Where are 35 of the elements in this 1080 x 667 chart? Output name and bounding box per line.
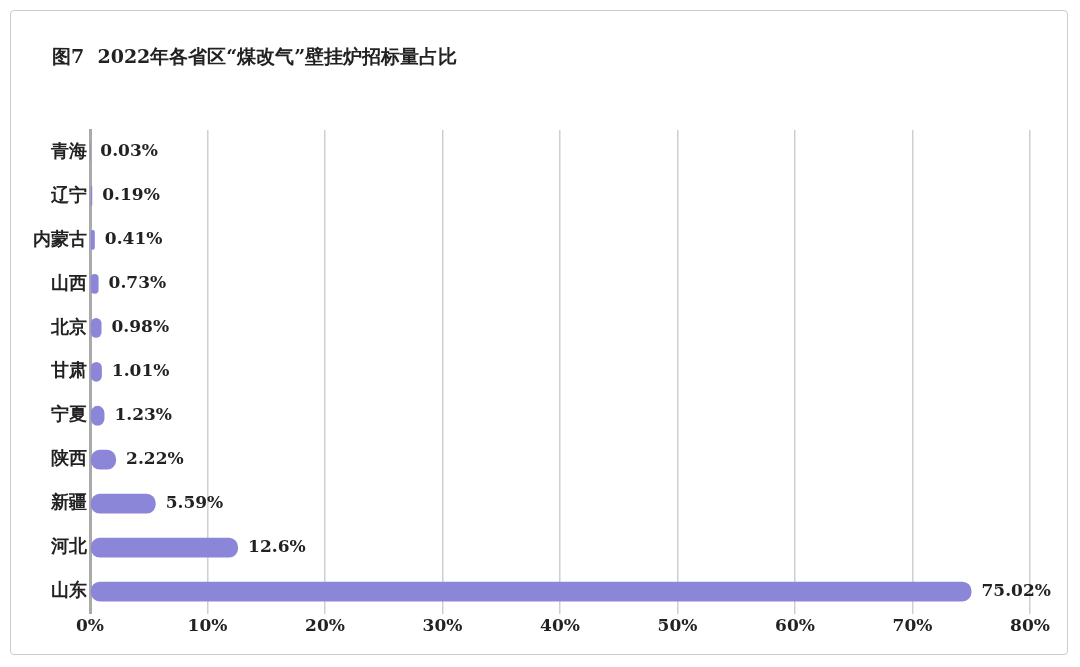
y-tick-label: 陕西 xyxy=(51,447,87,469)
y-tick-label: 河北 xyxy=(50,535,88,557)
data-label: 2.22% xyxy=(126,448,184,469)
data-label: 75.02% xyxy=(981,580,1051,601)
x-tick-label: 20% xyxy=(305,615,345,636)
bar xyxy=(90,493,156,514)
x-tick-label: 60% xyxy=(775,615,815,636)
x-tick-label: 40% xyxy=(540,615,580,636)
x-tick-label: 70% xyxy=(892,615,933,636)
y-tick-label: 青海 xyxy=(50,139,87,161)
data-label: 0.98% xyxy=(111,316,170,337)
data-label: 5.59% xyxy=(165,492,224,513)
bar xyxy=(90,581,972,602)
y-tick-label: 辽宁 xyxy=(50,183,87,205)
bar xyxy=(90,537,239,558)
x-tick-label: 50% xyxy=(657,615,698,636)
y-tick-label: 山西 xyxy=(51,271,87,293)
y-tick-label: 内蒙古 xyxy=(33,227,87,249)
data-label: 0.03% xyxy=(100,140,158,161)
y-tick-label: 宁夏 xyxy=(51,403,87,425)
x-tick-label: 0% xyxy=(76,615,104,636)
data-label: 0.41% xyxy=(104,228,163,249)
y-tick-label: 山东 xyxy=(51,579,87,601)
data-label: 0.73% xyxy=(108,272,167,293)
data-label: 0.19% xyxy=(102,184,160,205)
x-tick-label: 30% xyxy=(422,615,463,636)
y-tick-label: 甘肃 xyxy=(50,359,87,381)
x-tick-label: 80% xyxy=(1010,615,1050,636)
x-tick-label: 10% xyxy=(187,615,228,636)
data-label: 12.6% xyxy=(248,536,306,557)
y-tick-label: 新疆 xyxy=(50,491,87,513)
y-tick-label: 北京 xyxy=(50,315,87,337)
data-label: 1.01% xyxy=(111,360,170,381)
data-label: 1.23% xyxy=(114,404,173,425)
chart-title: 图7 2022年各省区“煤改气”壁挂炉招标量占比 xyxy=(52,44,458,69)
